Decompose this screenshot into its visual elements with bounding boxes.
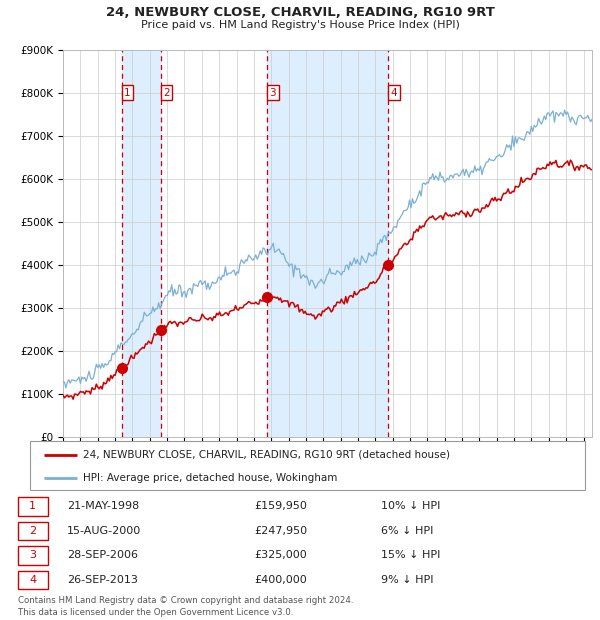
FancyBboxPatch shape — [18, 570, 48, 589]
Text: 2: 2 — [29, 526, 36, 536]
Text: £325,000: £325,000 — [254, 551, 307, 560]
Text: £159,950: £159,950 — [254, 502, 307, 512]
Text: 6% ↓ HPI: 6% ↓ HPI — [380, 526, 433, 536]
FancyBboxPatch shape — [18, 497, 48, 516]
Text: Price paid vs. HM Land Registry's House Price Index (HPI): Price paid vs. HM Land Registry's House … — [140, 20, 460, 30]
Text: 1: 1 — [29, 502, 36, 512]
Text: HPI: Average price, detached house, Wokingham: HPI: Average price, detached house, Woki… — [83, 472, 337, 483]
Text: 3: 3 — [269, 87, 276, 98]
Text: 4: 4 — [29, 575, 36, 585]
Text: Contains HM Land Registry data © Crown copyright and database right 2024.
This d: Contains HM Land Registry data © Crown c… — [18, 596, 353, 618]
FancyBboxPatch shape — [18, 521, 48, 540]
Text: 28-SEP-2006: 28-SEP-2006 — [67, 551, 138, 560]
Text: 9% ↓ HPI: 9% ↓ HPI — [380, 575, 433, 585]
Bar — [267, 50, 388, 437]
Text: 21-MAY-1998: 21-MAY-1998 — [67, 502, 139, 512]
Text: 15% ↓ HPI: 15% ↓ HPI — [380, 551, 440, 560]
Text: 2: 2 — [163, 87, 170, 98]
Text: 10% ↓ HPI: 10% ↓ HPI — [380, 502, 440, 512]
Text: 24, NEWBURY CLOSE, CHARVIL, READING, RG10 9RT (detached house): 24, NEWBURY CLOSE, CHARVIL, READING, RG1… — [83, 450, 450, 460]
FancyBboxPatch shape — [30, 441, 585, 490]
Text: 1: 1 — [124, 87, 131, 98]
Text: 4: 4 — [391, 87, 397, 98]
Text: 24, NEWBURY CLOSE, CHARVIL, READING, RG10 9RT: 24, NEWBURY CLOSE, CHARVIL, READING, RG1… — [106, 6, 494, 19]
Text: 26-SEP-2013: 26-SEP-2013 — [67, 575, 137, 585]
Text: £400,000: £400,000 — [254, 575, 307, 585]
Text: £247,950: £247,950 — [254, 526, 307, 536]
Bar — [122, 50, 161, 437]
Text: 3: 3 — [29, 551, 36, 560]
Text: 15-AUG-2000: 15-AUG-2000 — [67, 526, 141, 536]
FancyBboxPatch shape — [18, 546, 48, 565]
